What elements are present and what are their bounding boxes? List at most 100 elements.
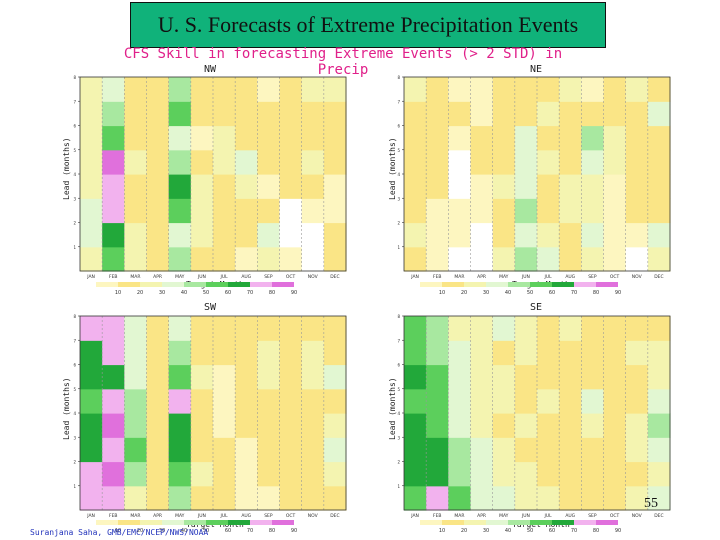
legend-label: 40 <box>505 528 511 534</box>
heatmap-cell <box>235 316 258 341</box>
heatmap-cell <box>603 316 627 341</box>
heatmap-cell <box>279 246 303 272</box>
heatmap-cell <box>146 437 170 463</box>
heatmap-cell <box>514 125 538 151</box>
heatmap-cell <box>426 77 449 102</box>
heatmap-cell <box>581 246 605 272</box>
x-tick-label: MAR <box>454 274 464 280</box>
heatmap-cell <box>146 149 170 175</box>
heatmap-cell <box>404 461 427 487</box>
heatmap-cell <box>190 340 214 366</box>
heatmap-cell <box>213 340 236 366</box>
panel-ne: 1 2 3 4 5 6 7 8 JAN FEB MAR APR MAY JUN JUL AUG SEP OCT NO… <box>397 75 671 296</box>
heatmap-cell <box>537 316 560 341</box>
heatmap-cell <box>80 340 103 366</box>
heatmap-cell <box>257 461 281 487</box>
heatmap-cell <box>647 388 671 414</box>
legend-swatch <box>508 520 530 525</box>
x-tick-label: JUL <box>544 274 553 280</box>
heatmap-cell <box>426 316 449 341</box>
heatmap-cell <box>235 388 258 414</box>
heatmap-cell <box>647 437 671 463</box>
heatmap-cell <box>190 174 214 199</box>
panel-title-nw: NW <box>204 64 217 75</box>
y-tick-label: 7 <box>73 99 76 104</box>
heatmap-cell <box>235 461 258 487</box>
x-tick-label: DEC <box>330 274 339 280</box>
heatmap-cell <box>625 149 649 175</box>
legend-swatch <box>140 282 162 287</box>
heatmap-cell <box>492 437 516 463</box>
heatmap-cell <box>426 485 449 511</box>
heatmap-cell <box>213 101 236 127</box>
heatmap-cell <box>470 413 494 438</box>
heatmap-cell <box>603 222 627 248</box>
heatmap-cell <box>168 101 192 127</box>
heatmap-cell <box>537 413 560 438</box>
heatmap-cell <box>581 101 605 127</box>
heatmap-cell <box>492 340 516 366</box>
heatmap-cell <box>168 77 192 102</box>
heatmap-cell <box>603 413 627 438</box>
legend-label: 90 <box>615 528 621 534</box>
y-tick-label: 4 <box>73 411 76 416</box>
legend-label: 30 <box>159 290 165 296</box>
x-tick-label: JUN <box>521 274 530 280</box>
x-tick-label: MAY <box>499 513 509 519</box>
heatmap-cell <box>190 461 214 487</box>
legend-swatch <box>272 282 294 287</box>
heatmap-cell <box>279 437 303 463</box>
x-tick-label: APR <box>153 513 162 519</box>
heatmap-cell <box>213 437 236 463</box>
y-tick-label: 4 <box>397 172 400 177</box>
heatmap-cell <box>448 77 472 102</box>
legend-label: 60 <box>225 290 231 296</box>
heatmap-cell <box>80 413 103 438</box>
heatmap-cell <box>323 222 347 248</box>
heatmap-cell <box>190 125 214 151</box>
heatmap-cell <box>146 125 170 151</box>
page-number: 55 <box>644 496 658 511</box>
heatmap-cell <box>537 364 560 390</box>
heatmap-cell <box>257 198 281 224</box>
x-tick-label: JAN <box>86 274 95 280</box>
heatmap-cell <box>581 77 605 102</box>
heatmap-cell <box>213 125 236 151</box>
heatmap-cell <box>647 340 671 366</box>
heatmap-cell <box>625 222 649 248</box>
x-tick-label: MAY <box>175 274 185 280</box>
legend-swatch <box>574 520 596 525</box>
x-tick-label: SEP <box>588 513 597 519</box>
x-tick-label: OCT <box>286 513 296 519</box>
x-tick-label: AUG <box>565 274 575 280</box>
heatmap-cell <box>559 461 582 487</box>
heatmap-cell <box>603 485 627 511</box>
heatmap-cell <box>146 413 170 438</box>
heatmap-cell <box>213 246 236 272</box>
heatmap-cell <box>559 198 582 224</box>
heatmap-cell <box>213 149 236 175</box>
heatmap-cell <box>514 198 538 224</box>
heatmap-cell <box>80 198 103 224</box>
heatmap-cell <box>279 388 303 414</box>
heatmap-cell <box>323 364 347 390</box>
heatmap-cell <box>146 340 170 366</box>
heatmap-cell <box>581 340 605 366</box>
heatmap-cell <box>213 461 236 487</box>
heatmap-cell <box>80 485 103 511</box>
heatmap-cell <box>279 77 303 102</box>
credit-line: Suranjana Saha, GMB/EMC/NCEP/NWS/NOAA <box>30 528 209 537</box>
legend-label: 30 <box>159 528 165 534</box>
heatmap-cell <box>257 77 281 102</box>
heatmap-cell <box>492 174 516 199</box>
heatmap-cell <box>235 485 258 511</box>
heatmap-cell <box>492 246 516 272</box>
heatmap-cell <box>124 316 148 341</box>
heatmap-cell <box>146 316 170 341</box>
heatmap-cell <box>404 125 427 151</box>
legend-label: 90 <box>615 290 621 296</box>
x-tick-label: FEB <box>109 274 118 280</box>
x-tick-label: AUG <box>565 513 575 519</box>
heatmap-cell <box>514 174 538 199</box>
